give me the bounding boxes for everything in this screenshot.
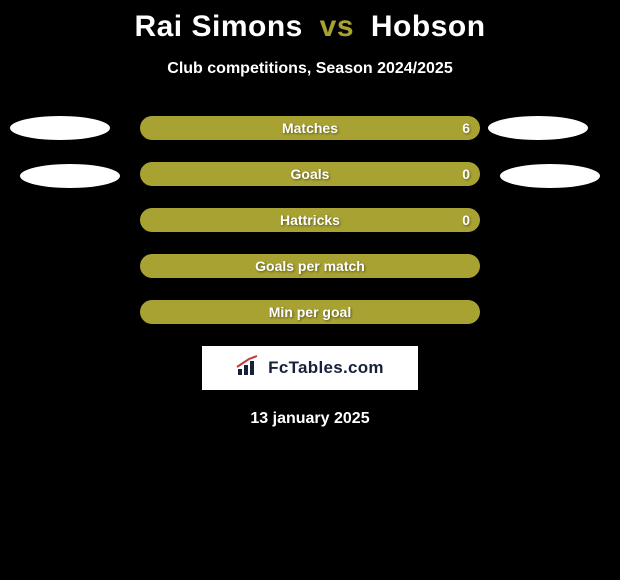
stat-bar-label: Matches	[140, 116, 480, 140]
stat-bar-value-right: 0	[462, 208, 470, 232]
stat-bar-label: Goals per match	[140, 254, 480, 278]
stat-bar: Matches6	[140, 116, 480, 140]
page-root: Rai Simons vs Hobson Club competitions, …	[0, 0, 620, 580]
title-vs: vs	[320, 10, 354, 43]
stat-bar: Goals0	[140, 162, 480, 186]
stat-bar-value-right: 6	[462, 116, 470, 140]
title-player1: Rai Simons	[134, 10, 302, 43]
bars-container: Matches6Goals0Hattricks0Goals per matchM…	[140, 116, 480, 324]
decor-ellipse-left-2	[20, 164, 120, 188]
date-text: 13 january 2025	[0, 410, 620, 428]
decor-ellipse-right-1	[488, 116, 588, 140]
subtitle: Club competitions, Season 2024/2025	[0, 60, 620, 78]
stat-bar: Min per goal	[140, 300, 480, 324]
stat-bar: Goals per match	[140, 254, 480, 278]
logo-box: FcTables.com	[202, 346, 418, 390]
decor-ellipse-left-1	[10, 116, 110, 140]
stat-bar: Hattricks0	[140, 208, 480, 232]
stat-bar-label: Goals	[140, 162, 480, 186]
logo-chart-icon	[236, 355, 262, 382]
title-player2: Hobson	[371, 10, 486, 43]
decor-ellipse-right-2	[500, 164, 600, 188]
stat-bar-value-right: 0	[462, 162, 470, 186]
logo-text: FcTables.com	[268, 358, 384, 378]
content-area: Matches6Goals0Hattricks0Goals per matchM…	[0, 116, 620, 428]
stat-bar-label: Min per goal	[140, 300, 480, 324]
stat-bar-label: Hattricks	[140, 208, 480, 232]
page-title: Rai Simons vs Hobson	[0, 0, 620, 44]
logo-inner: FcTables.com	[236, 355, 384, 382]
